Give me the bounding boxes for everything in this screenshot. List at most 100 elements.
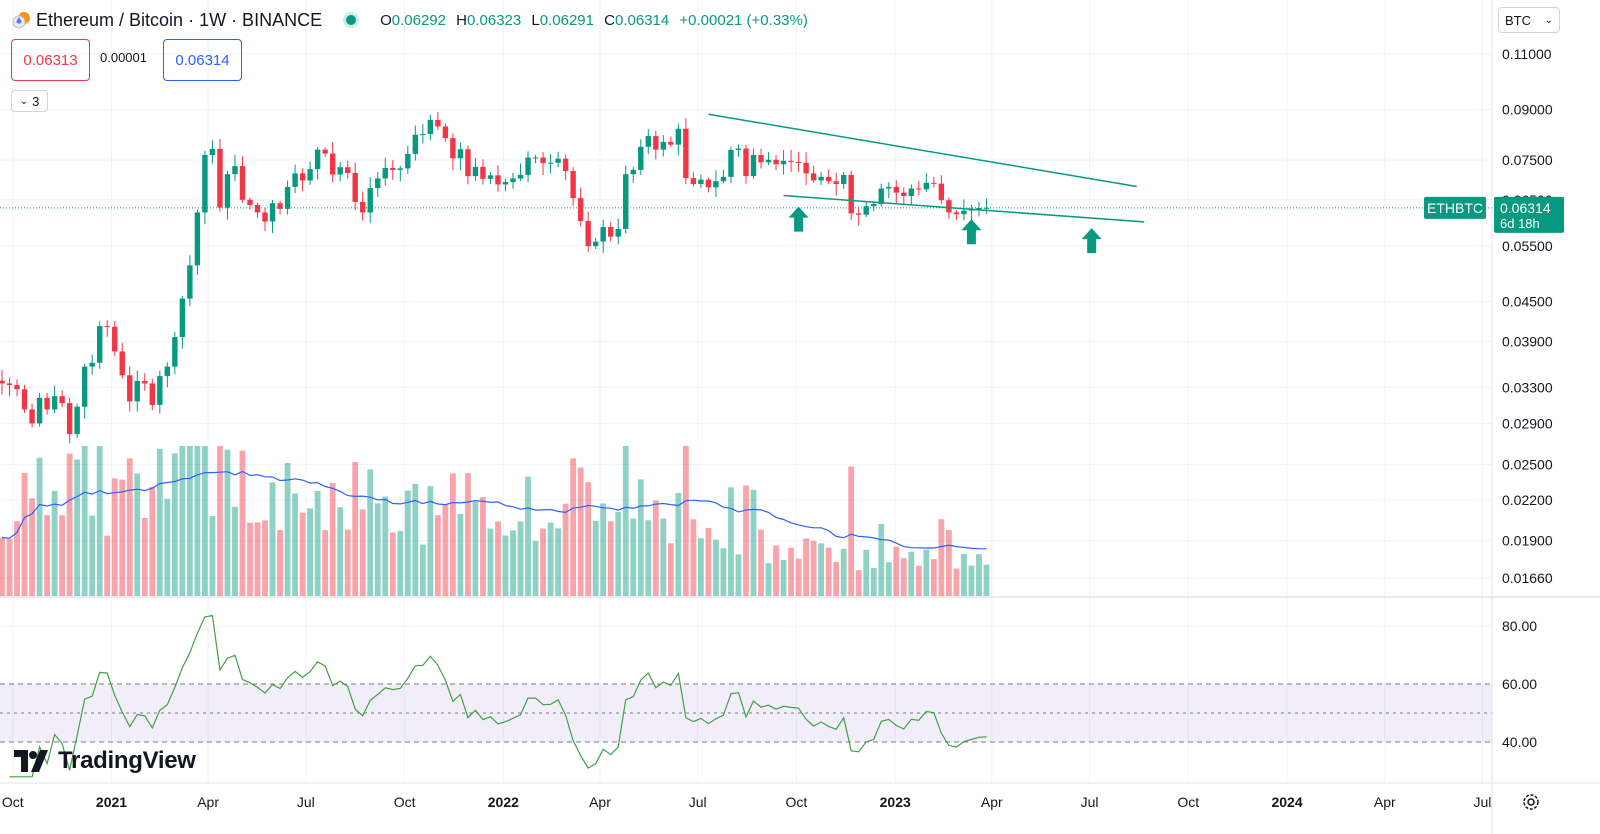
candle-body[interactable] — [44, 397, 50, 410]
candle-body[interactable] — [247, 199, 253, 205]
candle-body[interactable] — [713, 181, 719, 188]
candle-body[interactable] — [510, 178, 516, 183]
candle-body[interactable] — [961, 210, 967, 215]
candle-body[interactable] — [735, 148, 742, 150]
candle-body[interactable] — [89, 362, 95, 367]
candle-body[interactable] — [187, 265, 193, 299]
settings-gear-icon[interactable] — [1520, 791, 1542, 813]
candle-body[interactable] — [720, 176, 727, 182]
candle-body[interactable] — [863, 206, 869, 215]
candle-body[interactable] — [833, 181, 839, 185]
candle-body[interactable] — [405, 153, 411, 169]
candle-body[interactable] — [886, 186, 892, 189]
candle-body[interactable] — [157, 376, 163, 405]
symbol-title[interactable]: Ethereum / Bitcoin · 1W · BINANCE — [36, 9, 323, 30]
candle-body[interactable] — [938, 183, 945, 201]
candle-body[interactable] — [209, 148, 216, 155]
indicators-toggle[interactable]: ⌄ 3 — [11, 90, 48, 112]
candle-body[interactable] — [660, 141, 667, 150]
candle-body[interactable] — [525, 157, 531, 175]
candle-body[interactable] — [307, 169, 313, 181]
candle-body[interactable] — [390, 167, 396, 170]
candle-body[interactable] — [765, 159, 772, 163]
candle-body[interactable] — [592, 241, 599, 247]
candle-body[interactable] — [570, 171, 576, 199]
candle-body[interactable] — [0, 380, 5, 384]
candle-body[interactable] — [284, 186, 291, 209]
candle-body[interactable] — [269, 203, 276, 222]
candle-body[interactable] — [442, 126, 449, 139]
candle-body[interactable] — [472, 166, 479, 177]
price-pane[interactable] — [0, 111, 1492, 444]
candle-body[interactable] — [810, 173, 817, 181]
candle-body[interactable] — [224, 174, 231, 208]
candle-body[interactable] — [916, 188, 922, 190]
candle-body[interactable] — [795, 161, 802, 163]
candle-body[interactable] — [450, 138, 456, 159]
candle-body[interactable] — [119, 351, 125, 376]
candle-body[interactable] — [397, 168, 403, 170]
candle-body[interactable] — [292, 173, 298, 187]
candle-body[interactable] — [773, 159, 779, 165]
candle-body[interactable] — [457, 149, 464, 159]
candle-body[interactable] — [329, 153, 336, 175]
candle-body[interactable] — [856, 213, 862, 215]
candle-body[interactable] — [21, 389, 28, 410]
buy-button[interactable]: 0.06314 — [163, 39, 242, 81]
candle-body[interactable] — [254, 204, 261, 213]
wedge-pattern[interactable] — [708, 113, 1145, 254]
candle-body[interactable] — [81, 366, 88, 407]
candle-body[interactable] — [232, 166, 238, 175]
candle-body[interactable] — [172, 337, 178, 367]
candle-body[interactable] — [149, 383, 155, 405]
candle-body[interactable] — [179, 298, 186, 338]
candle-body[interactable] — [758, 154, 764, 163]
candle-body[interactable] — [134, 380, 140, 402]
candle-body[interactable] — [871, 204, 877, 207]
candle-body[interactable] — [901, 192, 907, 196]
candle-body[interactable] — [502, 182, 509, 185]
candle-body[interactable] — [683, 128, 689, 179]
tradingview-logo[interactable]: TradingView — [14, 747, 196, 775]
candle-body[interactable] — [908, 188, 915, 196]
candle-body[interactable] — [540, 157, 546, 164]
candle-body[interactable] — [848, 174, 854, 214]
rsi-pane[interactable] — [0, 614, 1492, 778]
candle-body[interactable] — [728, 149, 734, 177]
candle-body[interactable] — [29, 409, 35, 424]
candle-body[interactable] — [608, 227, 614, 237]
candle-body[interactable] — [412, 134, 419, 154]
candle-body[interactable] — [337, 167, 343, 175]
candle-body[interactable] — [623, 174, 629, 229]
candle-body[interactable] — [532, 157, 539, 159]
candle-body[interactable] — [96, 326, 103, 363]
candle-body[interactable] — [360, 201, 366, 213]
candle-body[interactable] — [577, 198, 584, 222]
upper-trendline[interactable] — [708, 113, 1137, 188]
candle-body[interactable] — [314, 149, 321, 170]
candle-body[interactable] — [465, 149, 471, 177]
candle-body[interactable] — [780, 160, 787, 165]
candle-body[interactable] — [750, 154, 757, 177]
candle-body[interactable] — [547, 162, 554, 164]
candle-body[interactable] — [164, 366, 171, 377]
candle-body[interactable] — [878, 188, 884, 205]
up-arrow-icon[interactable] — [788, 206, 809, 232]
candle-body[interactable] — [517, 174, 524, 179]
candle-body[interactable] — [322, 149, 328, 154]
candle-body[interactable] — [946, 200, 952, 213]
candle-body[interactable] — [600, 227, 606, 242]
candle-body[interactable] — [344, 167, 351, 173]
candle-body[interactable] — [142, 380, 148, 384]
candle-body[interactable] — [495, 175, 501, 185]
currency-select[interactable]: BTC ⌄ — [1498, 7, 1560, 33]
candle-body[interactable] — [217, 148, 223, 208]
rsi-line[interactable] — [9, 614, 987, 778]
candle-body[interactable] — [194, 212, 201, 266]
candle-body[interactable] — [202, 154, 208, 213]
candle-body[interactable] — [104, 326, 110, 328]
candle-body[interactable] — [427, 119, 434, 135]
candle-body[interactable] — [14, 385, 20, 390]
candle-body[interactable] — [825, 176, 832, 182]
